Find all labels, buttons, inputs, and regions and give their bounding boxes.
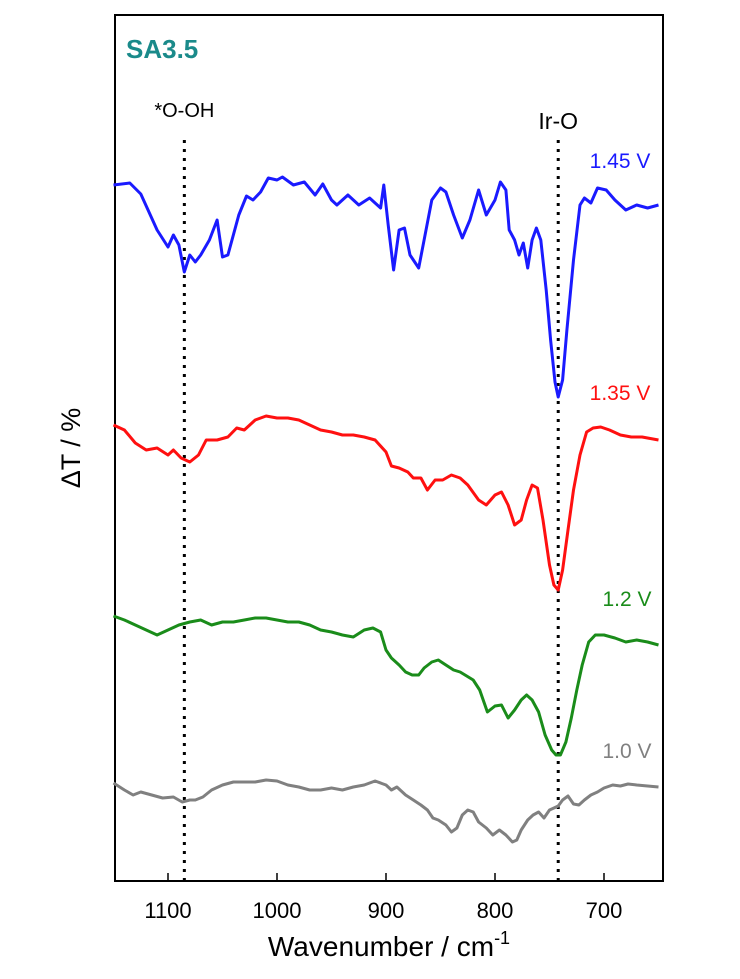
x-tick-label: 700 bbox=[586, 898, 623, 923]
x-tick-label: 900 bbox=[368, 898, 405, 923]
chart-title: SA3.5 bbox=[126, 34, 198, 64]
annotation-lines bbox=[182, 140, 560, 881]
series-layer bbox=[112, 175, 659, 844]
series-line bbox=[113, 175, 659, 399]
series-label: 1.35 V bbox=[590, 382, 651, 405]
x-axis-label: Wavenumber / cm-1 bbox=[268, 928, 510, 962]
annotation-label: Ir-O bbox=[538, 108, 578, 134]
x-tick-label: 1100 bbox=[144, 898, 191, 923]
series-label: 1.45 V bbox=[590, 150, 651, 173]
plot-frame bbox=[114, 14, 664, 882]
x-tick-label: 1000 bbox=[253, 898, 302, 923]
series-line bbox=[112, 614, 659, 757]
x-tick-label: 800 bbox=[477, 898, 514, 923]
annotation-label: *O-OH bbox=[154, 100, 214, 122]
annotation-labels: *O-OH Ir-O bbox=[154, 100, 578, 134]
series-label: 1.0 V bbox=[602, 740, 651, 763]
series-line bbox=[112, 414, 659, 592]
x-axis-label-superscript: -1 bbox=[494, 928, 510, 948]
x-axis-label-text: Wavenumber / cm bbox=[268, 931, 494, 962]
y-axis-label: ΔT / % bbox=[56, 408, 86, 489]
series-line bbox=[112, 778, 659, 844]
series-label: 1.2 V bbox=[602, 588, 651, 611]
x-axis-ticks: 1100 1000 900 800 700 bbox=[144, 873, 622, 923]
series-labels: 1.45 V 1.35 V 1.2 V 1.0 V bbox=[590, 150, 652, 763]
